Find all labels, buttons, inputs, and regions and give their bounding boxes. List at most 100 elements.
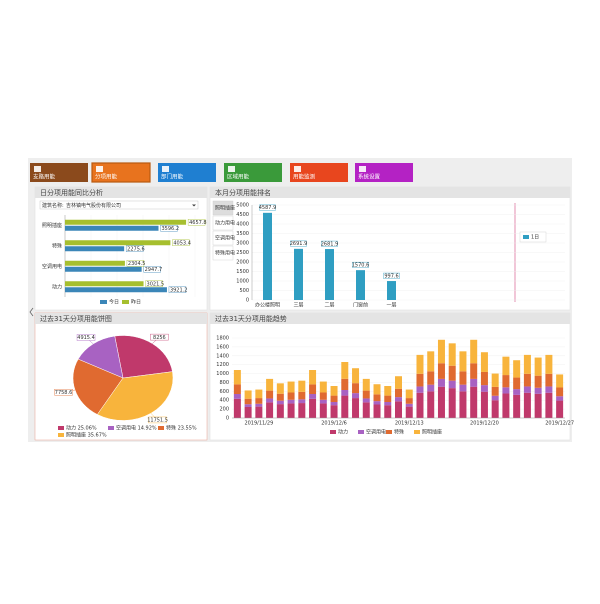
value-label-box	[143, 266, 161, 273]
legend-swatch	[108, 426, 114, 430]
bar	[65, 246, 125, 252]
value-label-box	[160, 225, 178, 232]
nav-tab[interactable]	[355, 163, 413, 182]
y-tick-label: 1400	[216, 353, 229, 359]
legend-label: 1日	[531, 235, 539, 241]
legend-label: 照明插座	[422, 429, 442, 436]
bar-segment	[330, 405, 338, 418]
bar-segment	[352, 383, 360, 394]
value-label-box	[187, 219, 206, 226]
bar-segment	[287, 392, 295, 400]
y-tick-label: 400	[219, 398, 229, 404]
value-label: 2681.9	[321, 241, 339, 247]
bar-segment	[448, 343, 456, 366]
bar-segment	[459, 351, 467, 372]
bar-segment	[298, 399, 306, 404]
value-label-box	[125, 245, 144, 252]
bar-segment	[395, 401, 402, 418]
x-tick-label: 2019/12/13	[395, 421, 424, 427]
bar-segment	[384, 395, 392, 402]
bar-segment	[352, 398, 360, 418]
bar-segment	[448, 380, 456, 389]
panel-header	[35, 313, 207, 324]
bar-segment	[244, 390, 252, 399]
bar-segment	[491, 386, 499, 396]
value-label: 4053.4	[173, 240, 191, 246]
bar-segment	[405, 403, 413, 407]
side-tab[interactable]	[212, 200, 234, 216]
bar-segment	[437, 378, 445, 387]
panel-header	[35, 187, 207, 198]
bar-segment	[459, 384, 467, 392]
bar-segment	[276, 383, 284, 394]
bar-segment	[244, 406, 252, 418]
bar-segment	[427, 371, 435, 385]
nav-tab[interactable]	[290, 163, 348, 182]
prev-arrow[interactable]	[29, 307, 34, 317]
value-label: 2304.5	[128, 261, 145, 267]
bar-segment	[373, 394, 381, 402]
building-select[interactable]	[39, 200, 199, 210]
bar-segment	[556, 387, 564, 397]
value-label: 4587.9	[259, 205, 277, 211]
bar-segment	[523, 392, 531, 418]
bar-segment	[523, 373, 531, 387]
bar-segment	[266, 378, 274, 391]
bar-segment	[545, 386, 553, 393]
x-tick-label: 三层	[293, 303, 303, 309]
dropdown-arrow	[192, 204, 196, 207]
bar-segment	[534, 357, 542, 376]
panel-header	[210, 187, 570, 198]
y-tick-label: 200	[219, 407, 229, 413]
panel-title: 日分项用能同比分析	[40, 188, 103, 197]
nav-icon	[96, 166, 103, 172]
bar	[294, 248, 303, 300]
y-tick-label: 2500	[236, 250, 249, 256]
y-tick-label: 1800	[216, 336, 229, 342]
nav-tab[interactable]	[158, 163, 216, 182]
bar-segment	[373, 401, 381, 405]
y-tick-label: 600	[219, 389, 229, 395]
bar-segment	[491, 373, 499, 387]
bar-segment	[502, 356, 510, 376]
bar-segment	[362, 378, 370, 391]
bar-segment	[244, 398, 252, 405]
bar-segment	[534, 387, 542, 394]
side-tab[interactable]	[212, 215, 234, 231]
bar-segment	[341, 378, 349, 390]
bar-segment	[233, 370, 241, 385]
bar-segment	[384, 386, 392, 396]
nav-icon	[228, 166, 235, 172]
x-tick-label: 2019/12/27	[545, 421, 574, 427]
side-tab[interactable]	[212, 245, 234, 261]
bar-segment	[502, 393, 510, 418]
bar-segment	[459, 371, 467, 385]
side-tab-label: 空调用电	[215, 235, 235, 242]
legend-swatch	[58, 433, 64, 437]
bar-segment	[319, 392, 327, 400]
nav-tab[interactable]	[224, 163, 282, 182]
bar-segment	[405, 398, 413, 404]
y-tick-label: 4000	[236, 222, 249, 228]
legend-swatch	[330, 430, 336, 434]
bar-segment	[287, 403, 295, 418]
side-tab[interactable]	[212, 230, 234, 246]
panel	[209, 312, 571, 441]
bar-segment	[309, 394, 317, 399]
bar-segment	[330, 386, 338, 396]
nav-tab[interactable]	[91, 162, 151, 183]
y-tick-label: 1000	[216, 371, 229, 377]
nav-icon	[359, 166, 366, 172]
bar-segment	[480, 385, 488, 392]
nav-icon	[162, 166, 169, 172]
bar-segment	[266, 390, 274, 399]
bar-segment	[480, 371, 488, 386]
y-tick-label: 3000	[236, 241, 249, 247]
side-tab-label: 动力用电	[215, 220, 235, 227]
bar-segment	[362, 402, 370, 418]
bar	[263, 212, 272, 300]
bar-segment	[427, 351, 435, 372]
bar	[65, 281, 144, 287]
nav-tab[interactable]	[30, 163, 88, 182]
bar-segment	[395, 376, 402, 389]
